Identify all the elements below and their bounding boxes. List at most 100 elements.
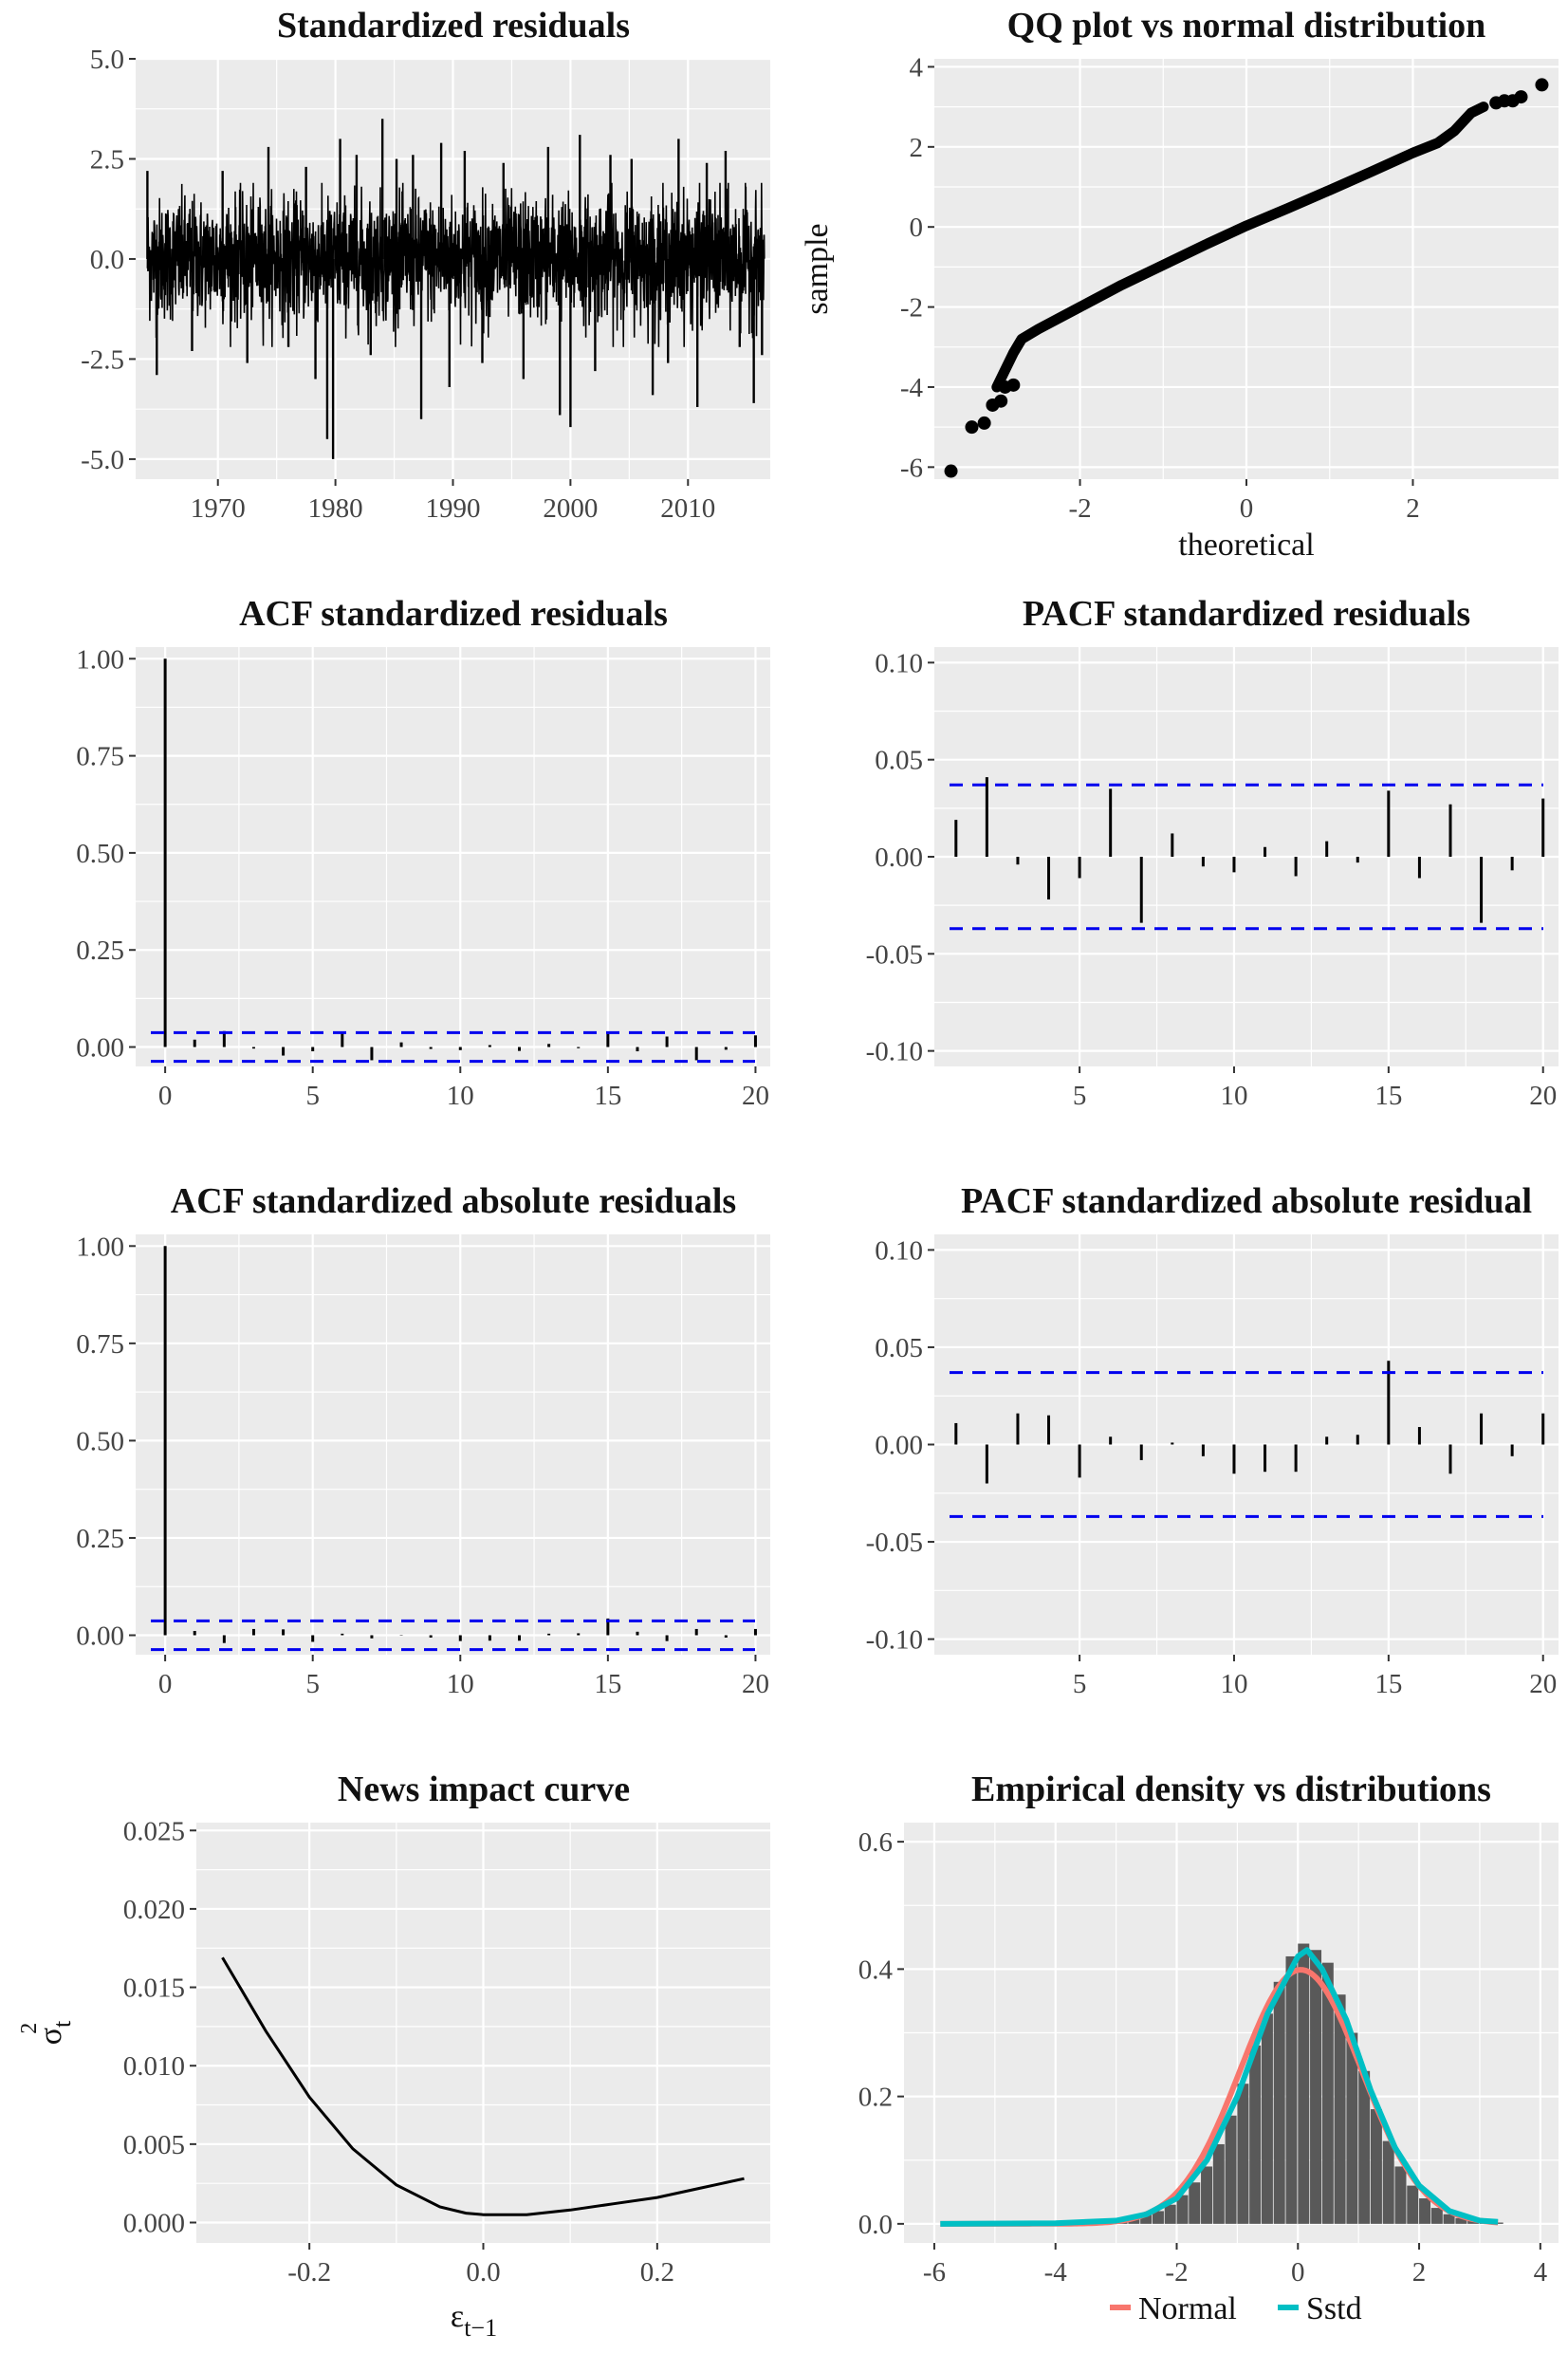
y-tick-label: 0.10 bbox=[875, 1235, 923, 1266]
legend-label-normal: Normal bbox=[1138, 2291, 1237, 2326]
y-tick-label: 5.0 bbox=[90, 45, 124, 75]
qq-point bbox=[977, 416, 991, 430]
panel-pacf2: 5 10 15 20 -0.10 -0.05 0.00 0.05 0.10 PACF standa… bbox=[866, 1181, 1559, 1699]
x-tick-label: 15 bbox=[1374, 1081, 1402, 1111]
x-axis-label: theoretical bbox=[1178, 528, 1314, 563]
sstd-density-line bbox=[940, 1947, 1499, 2227]
y-tick-label: -2.5 bbox=[81, 344, 124, 375]
x-tick-label: 20 bbox=[742, 1669, 769, 1699]
histogram-bar bbox=[1394, 2166, 1407, 2224]
x-tick-label: 10 bbox=[1220, 1081, 1247, 1111]
x-tick-label: -2 bbox=[1068, 493, 1091, 524]
y-tick-label: 0.00 bbox=[76, 1033, 124, 1064]
y-tick-label: 2.5 bbox=[90, 144, 124, 175]
panel-ts: 1970 1980 1990 2000 2010 -5.0 -2.5 0.0 2.5 5.0 Sta… bbox=[81, 6, 770, 524]
x-tick-label: 10 bbox=[447, 1081, 474, 1111]
histogram-bar bbox=[1321, 1962, 1334, 2224]
x-axis-label: εt−1 bbox=[451, 2299, 497, 2342]
x-tick-label: 1990 bbox=[426, 493, 481, 524]
y-tick-label: -0.05 bbox=[866, 1528, 923, 1558]
panel-dens: -6 -4 -2 0 2 4 0.0 0.2 0.4 0.6 Empirical density v… bbox=[858, 1769, 1559, 2326]
chart-title: News impact curve bbox=[338, 1769, 630, 1809]
x-tick-label: 5 bbox=[1073, 1081, 1087, 1111]
y-tick-label: 0.25 bbox=[76, 936, 124, 966]
y-tick-label: 0.05 bbox=[875, 1333, 923, 1363]
x-tick-label: 2 bbox=[1406, 493, 1420, 524]
x-tick-label: 20 bbox=[742, 1081, 769, 1111]
histogram-bar bbox=[1140, 2214, 1153, 2224]
panel-pacf1: 5 10 15 20 -0.10 -0.05 0.00 0.05 0.10 PACF standa… bbox=[866, 594, 1559, 1111]
y-tick-label: 0.020 bbox=[123, 1895, 185, 1925]
histogram-bar bbox=[1298, 1943, 1310, 2224]
qq-point-band bbox=[991, 102, 1489, 393]
y-tick-label: 1.00 bbox=[76, 1232, 124, 1262]
y-tick-label: -0.10 bbox=[866, 1625, 923, 1656]
histogram-bar bbox=[1455, 2217, 1467, 2224]
histogram-bar bbox=[1152, 2211, 1164, 2224]
x-tick-label: 1970 bbox=[191, 493, 246, 524]
y-tick-label: 0.2 bbox=[858, 2083, 893, 2113]
qq-point bbox=[1514, 90, 1528, 104]
histogram-bar bbox=[1176, 2195, 1189, 2224]
x-tick-label: 4 bbox=[1534, 2257, 1548, 2288]
x-tick-label: 15 bbox=[594, 1669, 621, 1699]
y-tick-label: 0.015 bbox=[123, 1973, 185, 2004]
y-tick-label: 0.25 bbox=[76, 1524, 124, 1554]
x-tick-label: 15 bbox=[594, 1081, 621, 1111]
histogram-bar bbox=[1382, 2140, 1394, 2224]
x-tick-label: 20 bbox=[1529, 1669, 1557, 1699]
panel-acf2: 0 5 10 15 20 0.00 0.25 0.50 0.75 1.00 ACF standard… bbox=[76, 1181, 770, 1699]
chart-title: Empirical density vs distributions bbox=[971, 1769, 1491, 1809]
x-tick-label: 0 bbox=[1240, 493, 1254, 524]
y-tick-label: -2 bbox=[900, 293, 923, 324]
y-tick-label: 0.10 bbox=[875, 648, 923, 678]
qq-point bbox=[965, 420, 979, 435]
qq-point bbox=[1535, 78, 1549, 92]
x-tick-label: 0 bbox=[158, 1669, 173, 1699]
histogram-bar bbox=[1273, 1981, 1285, 2224]
histogram-bar bbox=[1285, 1955, 1298, 2224]
y-tick-label: 0.50 bbox=[76, 839, 124, 869]
y-tick-label: -0.10 bbox=[866, 1037, 923, 1067]
y-tick-label: 0.00 bbox=[875, 1431, 923, 1461]
x-tick-label: 0.2 bbox=[640, 2257, 674, 2288]
histogram-bar bbox=[1346, 2032, 1358, 2224]
legend: Normal Sstd bbox=[1110, 2291, 1362, 2326]
histogram-bar bbox=[1358, 2070, 1371, 2224]
x-tick-label: 20 bbox=[1529, 1081, 1557, 1111]
chart-title: PACF standardized absolute residual bbox=[961, 1181, 1532, 1221]
y-tick-label: 2 bbox=[910, 133, 924, 163]
histogram-bar bbox=[1310, 1950, 1322, 2224]
panel-qq: -2 0 2 -6 -4 -2 0 2 4 QQ plot vs normal distribut… bbox=[800, 6, 1559, 563]
y-tick-label: 0.00 bbox=[76, 1621, 124, 1651]
chart-title: QQ plot vs normal distribution bbox=[1007, 6, 1486, 46]
x-tick-label: 5 bbox=[305, 1081, 320, 1111]
x-tick-label: -0.2 bbox=[287, 2257, 331, 2288]
x-tick-label: 0 bbox=[158, 1081, 173, 1111]
y-tick-label: 4 bbox=[910, 52, 924, 83]
histogram-bar bbox=[1419, 2198, 1431, 2224]
residual-series-line bbox=[146, 182, 766, 347]
chart-title: ACF standardized absolute residuals bbox=[171, 1181, 736, 1221]
chart-title: ACF standardized residuals bbox=[239, 594, 668, 634]
histogram-bar bbox=[1407, 2185, 1419, 2224]
qq-point bbox=[994, 394, 1008, 408]
y-tick-label: -0.05 bbox=[866, 939, 923, 970]
histogram-bar bbox=[1201, 2166, 1213, 2224]
plot-background bbox=[136, 1234, 770, 1655]
y-axis-label: sample bbox=[800, 223, 835, 314]
histogram-bar bbox=[1225, 2115, 1237, 2224]
x-tick-label: 0 bbox=[1291, 2257, 1305, 2288]
plot-background bbox=[136, 647, 770, 1066]
y-tick-label: 0.75 bbox=[76, 742, 124, 772]
x-tick-label: -2 bbox=[1165, 2257, 1188, 2288]
y-tick-label: 0.025 bbox=[123, 1816, 185, 1846]
y-tick-label: 0.00 bbox=[875, 843, 923, 873]
x-tick-label: 2010 bbox=[660, 493, 715, 524]
x-tick-label: -4 bbox=[1044, 2257, 1068, 2288]
chart-title: PACF standardized residuals bbox=[1023, 594, 1470, 634]
y-tick-label: 1.00 bbox=[76, 644, 124, 675]
qq-point bbox=[1006, 378, 1021, 392]
histogram-bar bbox=[1212, 2143, 1225, 2224]
